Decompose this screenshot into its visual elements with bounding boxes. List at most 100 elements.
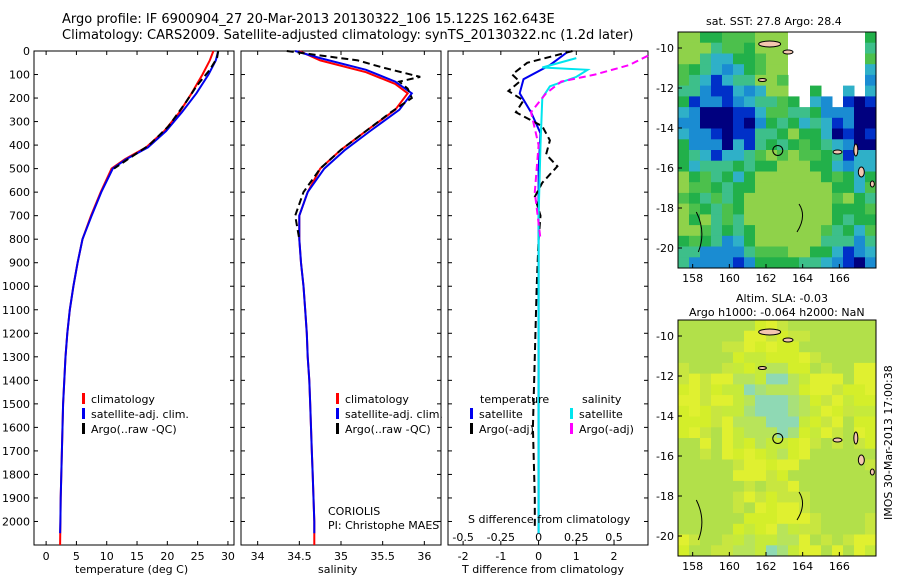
map-cell	[766, 330, 778, 342]
map-cell	[810, 352, 822, 364]
map-cell	[865, 96, 877, 108]
legend-swatch	[82, 423, 88, 434]
map-cell	[722, 502, 734, 514]
legend-swatch	[82, 408, 85, 419]
map-cell	[744, 427, 756, 439]
map-cell	[733, 491, 745, 503]
map-cell	[700, 448, 712, 460]
y-tick-label: -18	[656, 202, 674, 215]
map-cell	[700, 128, 712, 140]
island-shape	[869, 468, 875, 476]
map-cell	[766, 416, 778, 428]
x-tick-label-top: -0.25	[487, 531, 515, 544]
map-cell	[711, 225, 723, 237]
map-cell	[733, 523, 745, 536]
legend-swatch	[470, 423, 476, 434]
map-cell	[865, 139, 877, 151]
map-cell	[843, 85, 855, 97]
map-cell	[722, 373, 734, 385]
map-cell	[810, 427, 822, 439]
salinity-xlabel: salinity	[318, 563, 358, 576]
map-cell	[689, 416, 701, 428]
difference-xlabel-top: S difference from climatology	[468, 513, 631, 526]
map-cell	[777, 171, 789, 183]
map-cell	[843, 330, 855, 342]
map-cell	[689, 192, 701, 205]
map-cell	[700, 534, 712, 546]
map-cell	[777, 459, 789, 471]
map-cell	[810, 502, 822, 514]
map-cell	[843, 362, 855, 375]
map-cell	[755, 257, 767, 269]
island-shape	[758, 328, 782, 336]
x-tick-label: 164	[792, 560, 813, 573]
map-cell	[821, 448, 833, 460]
map-cell	[744, 480, 756, 493]
map-cell	[854, 470, 866, 482]
map-cell	[799, 235, 811, 248]
map-cell	[843, 448, 855, 460]
map-cell	[832, 246, 844, 258]
map-cell	[700, 352, 712, 364]
map-cell	[865, 459, 877, 471]
map-cell	[777, 42, 789, 54]
map-cell	[843, 416, 855, 428]
map-cell	[788, 513, 800, 525]
map-cell	[843, 459, 855, 471]
map-cell	[799, 534, 811, 546]
map-cell	[810, 405, 822, 418]
map-cell	[821, 341, 833, 353]
map-cell	[678, 341, 690, 353]
x-tick-label: 10	[100, 550, 114, 563]
y-tick-label: 1700	[2, 445, 30, 458]
legend-header-salinity: salinity	[582, 393, 622, 406]
map-cell	[777, 235, 789, 248]
map-cell	[766, 427, 778, 439]
map-cell	[832, 225, 844, 237]
series-line-argorawqc	[286, 50, 421, 240]
map-cell	[821, 523, 833, 536]
map-cell	[733, 192, 745, 205]
map-cell	[755, 192, 767, 205]
map-cell	[821, 513, 833, 525]
map-cell	[689, 96, 701, 108]
map-cell	[810, 225, 822, 237]
x-tick-label: 5	[73, 550, 80, 563]
map-cell	[722, 352, 734, 364]
series-line-argoadj	[529, 54, 649, 240]
map-cell	[854, 459, 866, 471]
map-cell	[821, 128, 833, 140]
map-cell	[799, 545, 811, 557]
map-cell	[854, 203, 866, 215]
map-cell	[799, 225, 811, 237]
map-cell	[755, 330, 767, 342]
imos-stamp: IMOS 30-Mar-2013 17:00:38	[882, 365, 895, 520]
map-cell	[799, 139, 811, 151]
map-cell	[755, 470, 767, 482]
map-cell	[744, 53, 756, 65]
map-cell	[755, 427, 767, 439]
map-cell	[678, 438, 690, 450]
map-cell	[832, 470, 844, 482]
map-cell	[700, 32, 712, 44]
map-cell	[711, 534, 723, 546]
map-cell	[810, 192, 822, 205]
map-cell	[766, 395, 778, 407]
map-cell	[865, 480, 877, 493]
y-tick-label: 1100	[2, 304, 30, 317]
map-cell	[722, 74, 734, 87]
legend-entry-argo: Argo(..raw -QC)	[82, 422, 189, 437]
sst-map-plot: 158 160 162 164 166 -10 -12 -14 -16 -18 -20	[656, 31, 877, 285]
map-cell	[744, 341, 756, 353]
map-cell	[843, 246, 855, 258]
map-cell	[711, 523, 723, 536]
map-cell	[799, 192, 811, 205]
map-cell	[788, 438, 800, 450]
map-cell	[689, 139, 701, 151]
map-cell	[766, 405, 778, 418]
map-cell	[865, 64, 877, 76]
legend-entry-argo: Argo(..raw -QC)	[336, 422, 443, 437]
map-cell	[711, 182, 723, 194]
x-tick-label: 1	[573, 550, 580, 563]
map-cell	[722, 459, 734, 471]
